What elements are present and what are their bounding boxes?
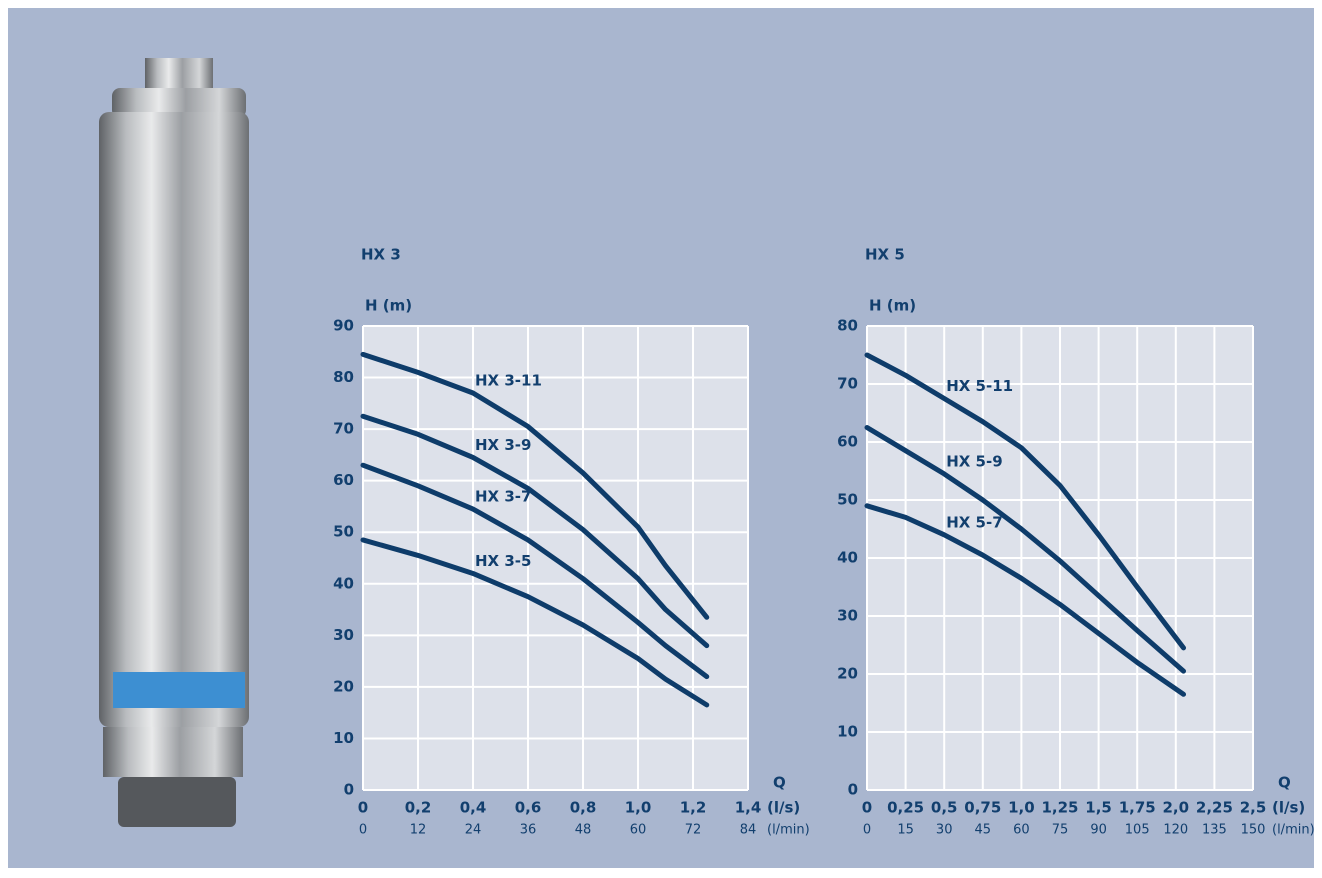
x-tick-label: 1,4 bbox=[735, 799, 762, 817]
curve bbox=[360, 462, 710, 680]
x-tick-label: 0,5 bbox=[931, 799, 958, 817]
x-tick-label: 0 bbox=[358, 799, 368, 817]
y-tick-label: 10 bbox=[333, 729, 354, 747]
x2-unit: (l/min) bbox=[1272, 823, 1315, 838]
x-tick-label: 0,4 bbox=[460, 799, 487, 817]
y-tick-label: 40 bbox=[837, 549, 858, 567]
x-unit: (l/s) bbox=[1272, 799, 1305, 817]
y-tick-label: 10 bbox=[837, 723, 858, 741]
curve bbox=[360, 413, 710, 649]
x2-tick-label: 105 bbox=[1125, 823, 1150, 838]
y-tick-label: 30 bbox=[333, 626, 354, 644]
x2-tick-label: 15 bbox=[897, 823, 914, 838]
x-tick-label: 0,25 bbox=[887, 799, 924, 817]
x-tick-label: 1,2 bbox=[680, 799, 707, 817]
y-tick-label: 40 bbox=[333, 574, 354, 592]
x-tick-label: 0,75 bbox=[964, 799, 1001, 817]
x-unit: (l/s) bbox=[767, 799, 800, 817]
series-label: HX 3-9 bbox=[475, 436, 531, 454]
x-tick-label: 1,25 bbox=[1041, 799, 1078, 817]
x-tick-label: 1,0 bbox=[1008, 799, 1035, 817]
x-tick-label: 1,0 bbox=[625, 799, 652, 817]
x-tick-label: 0 bbox=[862, 799, 872, 817]
series-label: HX 5-7 bbox=[946, 513, 1002, 531]
y-tick-label: 20 bbox=[837, 665, 858, 683]
x2-unit: (l/min) bbox=[767, 823, 810, 838]
x-tick-label: 1,5 bbox=[1085, 799, 1112, 817]
x2-tick-label: 45 bbox=[975, 823, 992, 838]
y-axis-label: H (m) bbox=[365, 297, 412, 315]
x2-tick-label: 75 bbox=[1052, 823, 1069, 838]
x2-tick-label: 0 bbox=[359, 823, 367, 838]
y-tick-label: 0 bbox=[848, 781, 858, 799]
x2-tick-label: 60 bbox=[630, 823, 647, 838]
chart-title: HX 3 bbox=[361, 246, 401, 264]
x-tick-label: 0,8 bbox=[570, 799, 597, 817]
x2-tick-label: 30 bbox=[936, 823, 953, 838]
x2-tick-label: 12 bbox=[410, 823, 427, 838]
y-axis-label: H (m) bbox=[869, 297, 916, 315]
curve bbox=[360, 537, 710, 708]
x-tick-label: 1,75 bbox=[1119, 799, 1156, 817]
x2-tick-label: 0 bbox=[863, 823, 871, 838]
x-tick-label: 0,2 bbox=[405, 799, 432, 817]
y-tick-label: 90 bbox=[333, 317, 354, 335]
series-label: HX 3-5 bbox=[475, 552, 531, 570]
chart-title: HX 5 bbox=[865, 246, 905, 264]
y-tick-label: 30 bbox=[837, 607, 858, 625]
x-axis-label: Q bbox=[1278, 774, 1291, 792]
x-tick-label: 2,0 bbox=[1163, 799, 1190, 817]
x2-tick-label: 120 bbox=[1163, 823, 1188, 838]
x-tick-label: 2,25 bbox=[1196, 799, 1233, 817]
x2-tick-label: 60 bbox=[1013, 823, 1030, 838]
pump-image bbox=[99, 58, 249, 827]
x2-tick-label: 24 bbox=[465, 823, 482, 838]
x-axis-label: Q bbox=[773, 774, 786, 792]
curve bbox=[360, 351, 710, 620]
curve bbox=[864, 352, 1187, 651]
y-tick-label: 60 bbox=[333, 471, 354, 489]
y-tick-label: 50 bbox=[333, 523, 354, 541]
x-tick-label: 0,6 bbox=[515, 799, 542, 817]
curve bbox=[864, 503, 1187, 697]
y-tick-label: 0 bbox=[344, 781, 354, 799]
series-label: HX 5-11 bbox=[946, 377, 1013, 395]
y-tick-label: 50 bbox=[837, 491, 858, 509]
series-label: HX 3-7 bbox=[475, 488, 531, 506]
y-tick-label: 70 bbox=[837, 375, 858, 393]
x2-tick-label: 72 bbox=[685, 823, 702, 838]
x2-tick-label: 36 bbox=[520, 823, 537, 838]
series-label: HX 5-9 bbox=[946, 452, 1002, 470]
curve bbox=[864, 425, 1187, 674]
x2-tick-label: 84 bbox=[740, 823, 757, 838]
x-tick-label: 2,5 bbox=[1240, 799, 1267, 817]
y-tick-label: 20 bbox=[333, 677, 354, 695]
series-label: HX 3-11 bbox=[475, 372, 542, 390]
y-tick-label: 60 bbox=[837, 433, 858, 451]
x2-tick-label: 135 bbox=[1202, 823, 1227, 838]
y-tick-label: 80 bbox=[333, 368, 354, 386]
x2-tick-label: 150 bbox=[1241, 823, 1266, 838]
x2-tick-label: 90 bbox=[1090, 823, 1107, 838]
y-tick-label: 70 bbox=[333, 420, 354, 438]
x2-tick-label: 48 bbox=[575, 823, 592, 838]
y-tick-label: 80 bbox=[837, 317, 858, 335]
